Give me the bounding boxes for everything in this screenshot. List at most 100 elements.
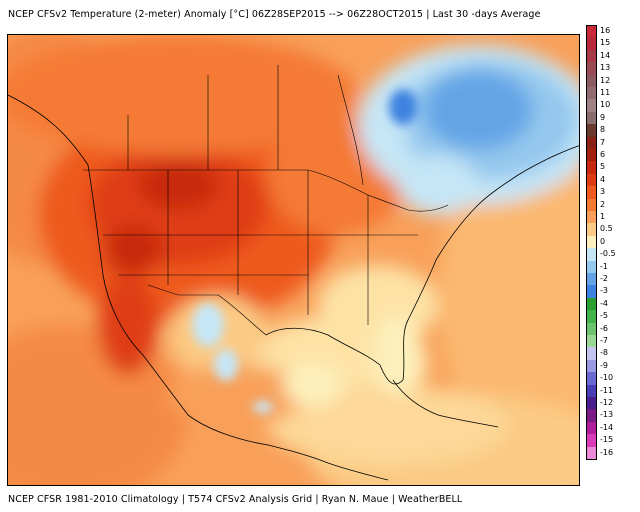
legend-swatch [586, 310, 597, 324]
legend-label: 2 [600, 199, 606, 209]
legend-swatch [586, 149, 597, 162]
legend-label: 15 [600, 38, 611, 48]
legend-label: -5 [600, 311, 608, 321]
legend-label: -16 [600, 447, 614, 457]
legend-item: -14 [586, 421, 638, 435]
borders [83, 65, 449, 336]
legend-label: -4 [600, 298, 608, 308]
legend-item: 8 [586, 124, 638, 138]
legend-item: -10 [586, 372, 638, 386]
legend-label: -2 [600, 274, 608, 283]
legend-item: 9 [586, 111, 638, 125]
legend-label: 12 [600, 75, 611, 85]
legend-swatch [586, 62, 597, 76]
legend-item: 15 [586, 37, 638, 51]
legend-swatch [586, 397, 597, 410]
legend-swatch [586, 99, 597, 113]
legend-swatch [586, 273, 597, 286]
legend-swatch [586, 347, 597, 361]
legend-swatch [586, 372, 597, 386]
legend-border-bottom [586, 459, 597, 460]
legend-label: 10 [600, 100, 611, 110]
map-footer: NCEP CFSR 1981-2010 Climatology | T574 C… [8, 494, 463, 505]
legend-item: 12 [586, 74, 638, 88]
legend-label: 4 [600, 174, 606, 184]
legend-swatch [586, 384, 597, 398]
coastlines [8, 94, 579, 481]
legend-item: 1 [586, 211, 638, 224]
legend-label: 7 [600, 137, 606, 147]
legend-label: 1 [600, 212, 606, 221]
legend-swatch [586, 211, 597, 224]
legend-item: -2 [586, 273, 638, 286]
legend-label: 11 [600, 88, 611, 97]
anomaly-detail [192, 89, 417, 413]
legend-swatch [586, 49, 597, 63]
legend-swatch [586, 198, 597, 212]
legend-swatch [586, 136, 597, 150]
legend-item: -5 [586, 310, 638, 324]
legend-item: -15 [586, 434, 638, 448]
legend-item: 11 [586, 87, 638, 100]
legend-item: -16 [586, 446, 638, 460]
legend-item: -13 [586, 409, 638, 423]
legend-label: -0.5 [600, 249, 616, 259]
legend-item: -1 [586, 260, 638, 274]
legend-item: 10 [586, 99, 638, 113]
legend-item: -3 [586, 285, 638, 299]
legend-border-top [586, 25, 597, 26]
legend-swatch [586, 260, 597, 274]
legend-swatch [586, 74, 597, 88]
legend-item: 4 [586, 173, 638, 187]
legend-swatch [586, 186, 597, 200]
legend-label: -14 [600, 422, 614, 432]
legend-label: -9 [600, 360, 608, 370]
legend-swatch [586, 25, 597, 38]
legend-label: -7 [600, 336, 608, 345]
legend-label: -8 [600, 348, 608, 358]
legend-swatch [586, 297, 597, 311]
legend-swatch [586, 285, 597, 299]
legend-item: -9 [586, 359, 638, 373]
map-title: NCEP CFSv2 Temperature (2-meter) Anomaly… [8, 9, 541, 20]
legend-swatch [586, 434, 597, 448]
legend-swatch [586, 421, 597, 435]
legend-label: 14 [600, 50, 611, 60]
legend-label: 8 [600, 125, 606, 135]
legend-swatch [586, 322, 597, 336]
legend-label: -11 [600, 385, 614, 395]
legend-swatch [586, 111, 597, 125]
legend-item: 0 [586, 235, 638, 249]
legend-swatch [586, 223, 597, 237]
legend-item: 5 [586, 161, 638, 175]
legend-item: -6 [586, 322, 638, 336]
legend-item: 6 [586, 149, 638, 162]
legend-item: 7 [586, 136, 638, 150]
legend-swatch [586, 359, 597, 373]
legend-label: 3 [600, 187, 606, 197]
legend-label: -10 [600, 373, 614, 383]
anomaly-field [8, 35, 579, 485]
legend-swatch [586, 124, 597, 138]
legend-label: 5 [600, 162, 606, 172]
legend-item: -11 [586, 384, 638, 398]
legend-label: -1 [600, 261, 608, 271]
legend-swatch [586, 37, 597, 51]
legend-swatch [586, 335, 597, 348]
legend-label: -6 [600, 323, 608, 333]
legend-swatch [586, 248, 597, 262]
legend-label: 6 [600, 150, 606, 159]
legend-label: -3 [600, 286, 608, 296]
legend-item: 13 [586, 62, 638, 76]
legend-swatch [586, 409, 597, 423]
legend-item: 14 [586, 49, 638, 63]
legend-item: -8 [586, 347, 638, 361]
color-legend: 16 15 14 13 12 11 10 9 8 7 6 5 4 3 2 1 0.5 0 -0.5 -1 -2 -3 -4 -… [586, 25, 638, 485]
legend-label: -12 [600, 398, 614, 407]
legend-label: -13 [600, 410, 614, 420]
legend-swatch [586, 87, 597, 100]
legend-item: -7 [586, 335, 638, 348]
legend-item: 3 [586, 186, 638, 200]
legend-label: 0 [600, 236, 606, 246]
legend-item: -4 [586, 297, 638, 311]
